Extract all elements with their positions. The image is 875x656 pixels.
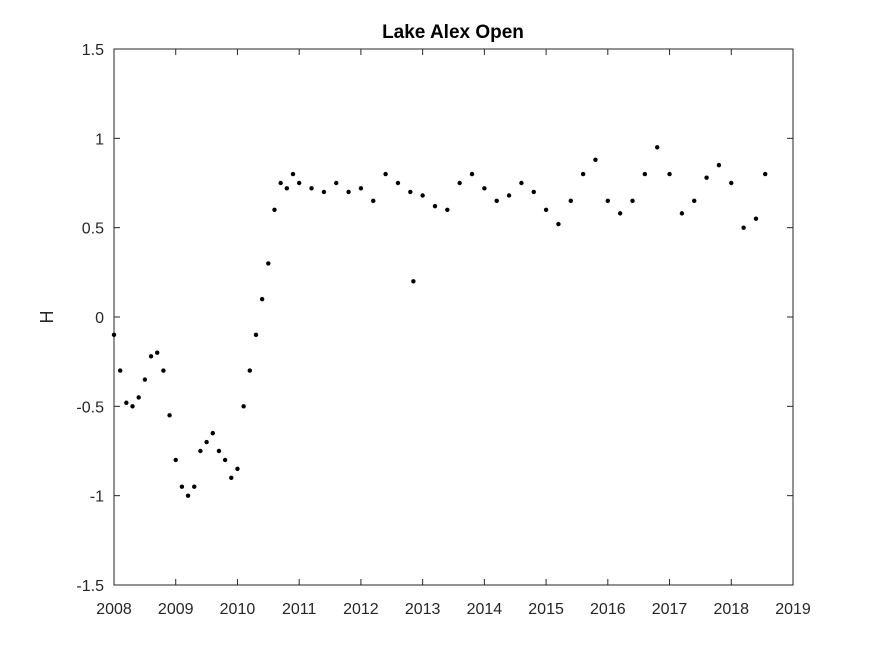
data-point [192, 484, 197, 489]
y-tick-label: 1 [95, 131, 104, 148]
data-point [432, 204, 438, 209]
data-point [241, 404, 246, 409]
x-tick-label: 2008 [96, 601, 132, 618]
data-point [593, 157, 598, 162]
data-point [309, 186, 314, 191]
data-point [334, 180, 339, 186]
data-point [204, 439, 209, 445]
y-tick-label: 1.5 [82, 42, 104, 59]
data-point [741, 225, 746, 230]
data-point [136, 395, 141, 400]
x-tick-label: 2018 [713, 601, 749, 618]
data-point [556, 221, 561, 227]
data-point [420, 193, 425, 198]
data-point [173, 457, 178, 463]
data-point [395, 180, 401, 186]
data-point [469, 171, 475, 177]
data-point [321, 189, 327, 195]
data-point [704, 175, 709, 180]
x-tick-label: 2012 [343, 601, 379, 618]
y-tick-label: -0.5 [76, 399, 104, 416]
y-axis-ticks: 1.5 1 0.5 0 -0.5 -1 -1.5 [76, 42, 793, 595]
data-point [667, 171, 672, 177]
data-point [346, 189, 351, 195]
y-tick-label: 0 [95, 310, 104, 327]
data-point [729, 180, 734, 186]
data-point [506, 193, 512, 198]
x-tick-label: 2011 [282, 601, 317, 618]
data-point [142, 377, 148, 382]
data-point [229, 475, 234, 480]
data-point [259, 296, 265, 302]
data-point [278, 180, 283, 186]
data-point [482, 186, 487, 191]
data-point [655, 145, 660, 150]
data-points [111, 145, 768, 498]
data-point [148, 354, 154, 359]
data-point [692, 198, 697, 204]
data-point [216, 448, 222, 454]
data-point [716, 162, 722, 168]
data-point [185, 493, 191, 498]
data-point [235, 466, 240, 472]
data-point [543, 207, 549, 212]
x-tick-label: 2010 [220, 601, 256, 618]
data-point [284, 186, 290, 191]
data-point [179, 484, 185, 489]
data-point [124, 400, 129, 405]
x-tick-label: 2015 [528, 601, 564, 618]
y-tick-label: 0.5 [82, 221, 104, 238]
data-point [198, 448, 203, 454]
data-point [617, 211, 623, 216]
data-point [408, 189, 413, 195]
data-point [161, 368, 166, 373]
x-tick-label: 2016 [590, 601, 626, 618]
data-point [222, 457, 228, 463]
data-point [630, 198, 635, 204]
data-point [266, 261, 271, 266]
data-point [753, 216, 759, 221]
data-point [411, 279, 416, 284]
y-tick-label: -1 [90, 489, 104, 506]
x-axis-ticks: 2008 2009 2010 2011 2012 2013 2014 2015 2016 2017… [96, 49, 811, 618]
x-tick-label: 2009 [158, 601, 194, 618]
data-point [111, 332, 117, 338]
data-point [383, 171, 388, 177]
data-point [155, 350, 160, 355]
data-point [642, 171, 648, 177]
x-tick-label: 2017 [652, 601, 688, 618]
data-point [290, 171, 296, 177]
x-tick-label: 2014 [467, 601, 503, 618]
x-tick-label: 2019 [775, 601, 811, 618]
y-axis-label: H [37, 311, 57, 324]
data-point [568, 198, 573, 204]
data-point [210, 430, 215, 436]
data-point [167, 413, 172, 418]
data-point [296, 180, 302, 186]
data-point [253, 332, 259, 338]
x-tick-label: 2013 [405, 601, 441, 618]
y-tick-label: -1.5 [76, 578, 104, 595]
data-point [580, 171, 586, 177]
data-point [358, 186, 364, 191]
data-point [247, 368, 252, 373]
data-point [117, 368, 123, 373]
data-point [605, 198, 611, 204]
data-point [519, 180, 524, 186]
data-point [457, 180, 462, 186]
data-point [445, 207, 450, 212]
data-point [494, 198, 499, 204]
data-point [531, 189, 536, 195]
data-point [272, 207, 277, 212]
data-point [371, 198, 376, 204]
data-point [130, 404, 135, 409]
plot-area [113, 48, 794, 586]
data-point [763, 171, 768, 177]
data-point [679, 211, 685, 216]
chart-title: Lake Alex Open [382, 22, 524, 43]
